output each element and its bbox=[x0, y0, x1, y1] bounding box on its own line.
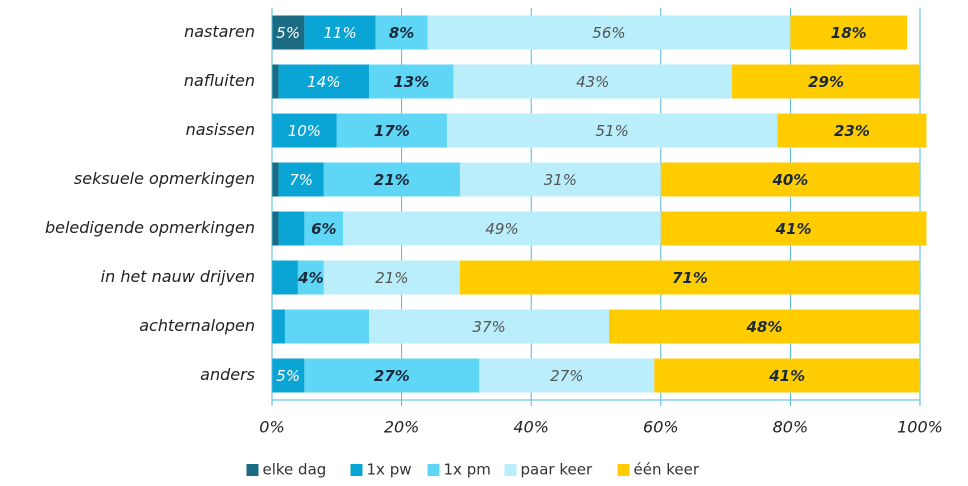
category-label: in het nauw drijven bbox=[101, 267, 255, 286]
data-label: 41% bbox=[775, 220, 812, 238]
legend-label: paar keer bbox=[521, 461, 593, 479]
x-tick-label: 0% bbox=[259, 418, 284, 437]
legend-label: 1x pm bbox=[444, 461, 491, 479]
data-label: 7% bbox=[289, 171, 313, 189]
bar-segment bbox=[459, 260, 920, 295]
category-label: seksuele opmerkingen bbox=[74, 169, 255, 188]
legend-label: één keer bbox=[634, 461, 700, 479]
x-tick-label: 60% bbox=[643, 418, 679, 437]
data-label: 41% bbox=[768, 367, 805, 385]
bar-segment bbox=[375, 15, 428, 50]
bar-segment bbox=[777, 113, 927, 148]
data-label: 43% bbox=[576, 73, 609, 91]
bar-segment bbox=[343, 211, 661, 246]
category-label: nastaren bbox=[184, 22, 255, 41]
category-label: beledigende opmerkingen bbox=[45, 218, 255, 237]
data-label: 27% bbox=[374, 367, 410, 385]
bar-segment bbox=[272, 309, 285, 344]
bar-segment bbox=[608, 309, 920, 344]
data-label: 4% bbox=[297, 269, 323, 287]
x-tick-label: 100% bbox=[897, 418, 943, 437]
x-tick-label: 20% bbox=[384, 418, 420, 437]
data-label: 56% bbox=[592, 24, 625, 42]
data-label: 29% bbox=[808, 73, 844, 91]
bar-segment bbox=[479, 358, 655, 393]
data-label: 14% bbox=[307, 73, 340, 91]
data-label: 6% bbox=[311, 220, 336, 238]
bar-segment bbox=[272, 113, 337, 148]
bar-segment bbox=[323, 162, 460, 197]
bar-segment bbox=[304, 358, 480, 393]
bar-segment bbox=[304, 211, 344, 246]
bar-segment bbox=[336, 113, 447, 148]
bar-segment bbox=[272, 260, 298, 295]
bar-segment bbox=[278, 162, 324, 197]
legend-swatch bbox=[504, 464, 517, 476]
data-label: 40% bbox=[771, 171, 808, 189]
bar-segment bbox=[732, 64, 920, 99]
x-tick-label: 80% bbox=[773, 418, 809, 437]
bar-segment bbox=[323, 260, 460, 295]
bar-segment bbox=[446, 113, 778, 148]
data-label: 21% bbox=[374, 171, 410, 189]
bar-segment bbox=[278, 211, 305, 246]
legend-label: 1x pw bbox=[367, 461, 412, 479]
data-label: 5% bbox=[276, 24, 300, 42]
bar-segment bbox=[369, 64, 454, 99]
bar-segment bbox=[297, 260, 324, 295]
bar-segment bbox=[272, 211, 279, 246]
legend-swatch bbox=[427, 464, 440, 476]
bar-segment bbox=[654, 358, 920, 393]
data-label: 8% bbox=[389, 24, 414, 42]
bar-segment bbox=[272, 162, 279, 197]
bar-segment bbox=[790, 15, 908, 50]
data-label: 71% bbox=[672, 269, 708, 287]
legend-swatch bbox=[246, 464, 259, 476]
data-label: 5% bbox=[276, 367, 300, 385]
bar-segment bbox=[278, 64, 370, 99]
bar-segment bbox=[459, 162, 661, 197]
data-label: 48% bbox=[746, 318, 783, 336]
bar-segment bbox=[660, 211, 927, 246]
data-label: 10% bbox=[288, 122, 321, 140]
bar-segment bbox=[272, 358, 305, 393]
data-label: 13% bbox=[393, 73, 429, 91]
data-label: 37% bbox=[472, 318, 505, 336]
legend-swatch bbox=[617, 464, 630, 476]
bar-segment bbox=[427, 15, 791, 50]
data-label: 18% bbox=[831, 24, 867, 42]
bar-segment bbox=[453, 64, 733, 99]
data-label: 17% bbox=[374, 122, 410, 140]
category-label: achternalopen bbox=[139, 316, 255, 335]
data-label: 31% bbox=[544, 171, 577, 189]
data-label: 49% bbox=[485, 220, 518, 238]
data-label: 51% bbox=[596, 122, 629, 140]
category-label: nafluiten bbox=[184, 71, 255, 90]
category-label: anders bbox=[200, 365, 255, 384]
data-label: 21% bbox=[375, 269, 408, 287]
category-label: nasissen bbox=[186, 120, 255, 139]
data-label: 11% bbox=[323, 24, 356, 42]
legend-swatch bbox=[350, 464, 363, 476]
x-tick-label: 40% bbox=[513, 418, 549, 437]
legend-label: elke dag bbox=[263, 461, 327, 479]
data-label: 27% bbox=[550, 367, 583, 385]
bar-segment bbox=[272, 15, 305, 50]
bar-segment bbox=[272, 64, 279, 99]
bar-segment bbox=[284, 309, 370, 344]
bar-segment bbox=[660, 162, 920, 197]
bar-segment bbox=[369, 309, 609, 344]
data-label: 23% bbox=[834, 122, 870, 140]
bar-segment bbox=[304, 15, 376, 50]
